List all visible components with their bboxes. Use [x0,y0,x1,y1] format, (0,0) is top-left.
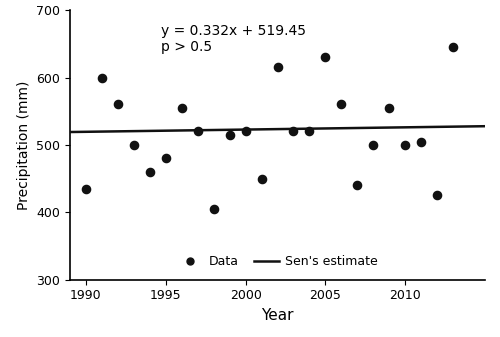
Point [417,139,425,144]
Point [82,186,90,191]
Text: y = 0.332x + 519.45
p > 0.5: y = 0.332x + 519.45 p > 0.5 [162,24,306,54]
Point [162,156,170,161]
Y-axis label: Precipitation (mm): Precipitation (mm) [16,80,30,210]
Point [433,193,441,198]
Point [322,55,330,60]
Point [146,169,154,175]
X-axis label: Year: Year [261,308,294,323]
Point [274,65,281,70]
Point [242,129,250,134]
Point [130,142,138,148]
Point [226,132,234,137]
Point [98,75,106,80]
Point [114,102,122,107]
Point [354,183,362,188]
Point [258,176,266,181]
Legend: Data, Sen's estimate: Data, Sen's estimate [172,250,382,273]
Point [306,129,314,134]
Point [210,206,218,212]
Point [370,142,378,148]
Point [385,105,393,111]
Point [338,102,345,107]
Point [194,129,202,134]
Point [178,105,186,111]
Point [449,44,457,50]
Point [401,142,409,148]
Point [290,129,298,134]
